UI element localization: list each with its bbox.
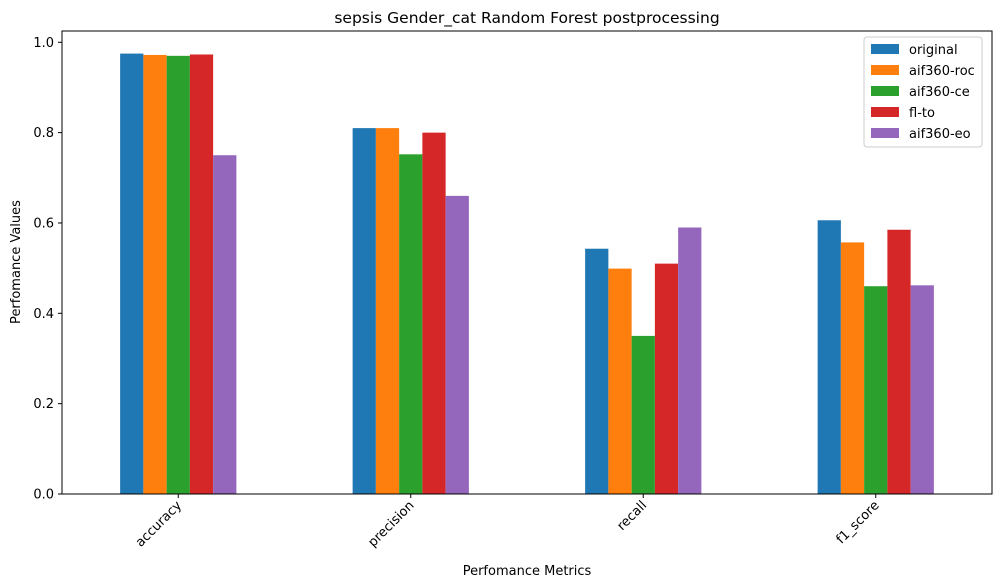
bar-aif360-roc-precision <box>375 128 400 494</box>
bar-aif360-roc-f1_score <box>840 242 865 494</box>
bar-original-accuracy <box>120 53 144 495</box>
x-axis-title: Perfomance Metrics <box>463 564 592 579</box>
legend-swatch-aif360-eo <box>871 128 899 138</box>
bar-aif360-ce-accuracy <box>166 55 190 495</box>
x-axis-ticks: accuracy precision recall f1_score <box>133 494 883 550</box>
y-tick-label: 0.4 <box>33 307 54 322</box>
legend-label-original: original <box>909 43 958 58</box>
bar-aif360-ce-precision <box>399 154 423 494</box>
bar-aif360-eo-precision <box>445 195 469 494</box>
bar-fl-to-accuracy <box>189 54 214 495</box>
y-tick-label: 0.6 <box>33 216 54 231</box>
x-tick-label-precision: precision <box>365 498 417 550</box>
y-tick-label: 1.0 <box>33 36 54 51</box>
y-tick-label: 0.2 <box>33 397 54 412</box>
bar-fl-to-f1_score <box>887 229 911 494</box>
bar-original-recall <box>585 248 609 494</box>
chart-title: sepsis Gender_cat Random Forest postproc… <box>334 9 719 28</box>
y-axis-title: Perfomance Values <box>9 200 24 324</box>
legend: original aif360-roc aif360-ce fl-to aif360-e… <box>863 36 983 148</box>
bar-aif360-roc-recall <box>608 268 632 494</box>
y-axis-ticks: 0.0 0.2 0.4 0.6 0.8 1.0 <box>33 36 62 503</box>
plot-frame <box>61 30 993 495</box>
legend-label-aif360-ce: aif360-ce <box>909 85 970 100</box>
bar-original-f1_score <box>817 220 841 494</box>
legend-swatch-fl-to <box>871 107 899 117</box>
legend-label-fl-to: fl-to <box>909 106 935 121</box>
y-tick-label: 0.0 <box>33 488 54 503</box>
x-tick-label-f1_score: f1_score <box>834 498 883 547</box>
bar-fl-to-precision <box>422 132 446 494</box>
bar-aif360-ce-f1_score <box>864 286 888 494</box>
bars-group <box>120 53 934 495</box>
x-tick-label-recall: recall <box>614 498 650 534</box>
legend-label-aif360-eo: aif360-eo <box>909 127 971 142</box>
legend-swatch-original <box>871 44 899 54</box>
bar-aif360-eo-recall <box>678 227 702 495</box>
bar-original-precision <box>352 128 376 494</box>
bar-aif360-ce-recall <box>631 335 655 494</box>
y-tick-label: 0.8 <box>33 126 54 141</box>
bar-aif360-eo-accuracy <box>213 155 237 494</box>
legend-swatch-aif360-roc <box>871 65 899 75</box>
bar-fl-to-recall <box>654 263 679 494</box>
bar-aif360-eo-f1_score <box>910 285 934 494</box>
legend-box <box>863 36 983 148</box>
legend-swatch-aif360-ce <box>871 86 899 96</box>
bar-aif360-roc-accuracy <box>143 54 167 494</box>
legend-label-aif360-roc: aif360-roc <box>909 64 975 79</box>
x-tick-label-accuracy: accuracy <box>133 498 185 550</box>
